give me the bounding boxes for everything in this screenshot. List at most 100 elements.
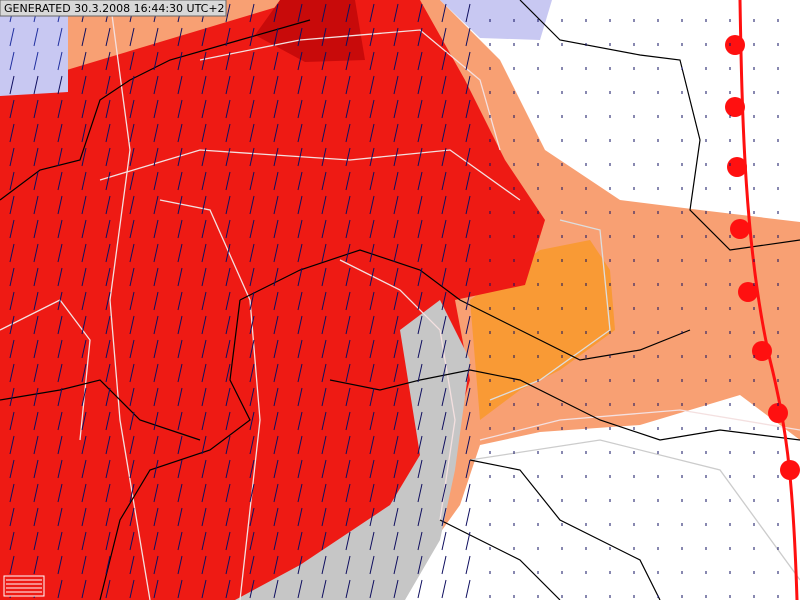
wind-arrow xyxy=(273,435,279,455)
wind-arrow xyxy=(393,315,399,335)
wind-arrow xyxy=(249,507,255,527)
wind-arrow xyxy=(249,363,255,383)
wind-arrow xyxy=(9,27,15,47)
wind-arrow xyxy=(465,243,471,263)
wind-arrow xyxy=(273,243,279,263)
wind-arrow xyxy=(465,51,471,71)
wind-arrow xyxy=(201,387,207,407)
wind-arrow xyxy=(417,243,423,263)
wind-arrow xyxy=(441,195,447,215)
wind-arrow xyxy=(177,291,183,311)
wind-arrow xyxy=(153,27,159,47)
wind-arrow xyxy=(105,219,111,239)
wind-arrow xyxy=(9,363,15,383)
wind-arrow xyxy=(393,291,399,311)
wind-arrow xyxy=(369,435,375,455)
wind-arrow xyxy=(369,3,375,23)
wind-arrow xyxy=(201,339,207,359)
wind-arrow xyxy=(81,219,87,239)
wind-arrow xyxy=(417,75,423,95)
wind-arrow xyxy=(81,243,87,263)
red-area xyxy=(0,0,545,600)
wind-arrow xyxy=(57,315,63,335)
wind-arrow xyxy=(369,363,375,383)
wind-arrow xyxy=(297,483,303,503)
wind-arrow xyxy=(129,435,135,455)
wind-arrow xyxy=(33,267,39,287)
wind-arrow xyxy=(417,123,423,143)
wind-arrow xyxy=(345,219,351,239)
wind-arrow xyxy=(321,507,327,527)
wind-arrow xyxy=(345,387,351,407)
wind-arrow xyxy=(105,315,111,335)
wind-arrow xyxy=(225,459,231,479)
country-border xyxy=(99,299,251,600)
wind-arrow xyxy=(9,507,15,527)
wind-arrow xyxy=(465,291,471,311)
wind-arrow xyxy=(57,507,63,527)
wind-arrow xyxy=(153,411,159,431)
wind-arrow xyxy=(441,555,447,575)
wind-arrow xyxy=(393,243,399,263)
wind-arrow xyxy=(393,363,399,383)
wind-arrow xyxy=(273,291,279,311)
wind-arrow xyxy=(393,3,399,23)
wind-arrow xyxy=(225,147,231,167)
wind-arrow xyxy=(393,459,399,479)
wind-arrow xyxy=(225,387,231,407)
wind-arrow xyxy=(249,411,255,431)
wind-arrow xyxy=(321,363,327,383)
wind-arrow xyxy=(297,339,303,359)
wind-arrow xyxy=(321,291,327,311)
wind-arrow xyxy=(81,411,87,431)
wind-arrow xyxy=(393,339,399,359)
wind-arrow xyxy=(417,483,423,503)
wind-arrow xyxy=(417,99,423,119)
wind-arrow xyxy=(105,99,111,119)
wind-arrow xyxy=(297,267,303,287)
wind-arrow xyxy=(465,267,471,287)
wind-arrow xyxy=(417,339,423,359)
wind-arrow xyxy=(129,315,135,335)
wind-arrow xyxy=(273,195,279,215)
wind-arrow xyxy=(273,51,279,71)
wind-arrow xyxy=(81,75,87,95)
wind-arrow xyxy=(441,531,447,551)
wind-arrow xyxy=(297,75,303,95)
wind-arrow xyxy=(201,459,207,479)
wind-arrow xyxy=(369,171,375,191)
wind-arrow xyxy=(369,99,375,119)
header-box xyxy=(0,0,227,17)
wind-arrow xyxy=(249,579,255,599)
wind-arrow xyxy=(393,27,399,47)
wind-arrow xyxy=(129,339,135,359)
wind-arrow xyxy=(249,435,255,455)
wind-arrow xyxy=(345,291,351,311)
wind-arrow xyxy=(153,195,159,215)
wind-arrow xyxy=(225,195,231,215)
wind-arrow xyxy=(393,99,399,119)
wind-arrow xyxy=(105,339,111,359)
wind-arrow xyxy=(33,27,39,47)
wind-arrow xyxy=(105,579,111,599)
wind-arrow xyxy=(105,483,111,503)
wind-arrow xyxy=(33,387,39,407)
wind-arrow xyxy=(465,579,471,599)
wind-arrow xyxy=(153,483,159,503)
wind-arrow xyxy=(57,579,63,599)
wind-arrow xyxy=(321,435,327,455)
wind-arrow xyxy=(273,123,279,143)
wind-arrow xyxy=(441,3,447,23)
wind-arrow xyxy=(57,171,63,191)
wind-arrow xyxy=(153,219,159,239)
wind-arrow xyxy=(369,387,375,407)
wind-arrow xyxy=(321,579,327,599)
wind-arrow xyxy=(57,291,63,311)
wind-arrow xyxy=(9,99,15,119)
wind-arrow xyxy=(201,195,207,215)
wind-arrow xyxy=(345,459,351,479)
dark-red-area xyxy=(255,0,365,62)
wind-arrow xyxy=(321,339,327,359)
